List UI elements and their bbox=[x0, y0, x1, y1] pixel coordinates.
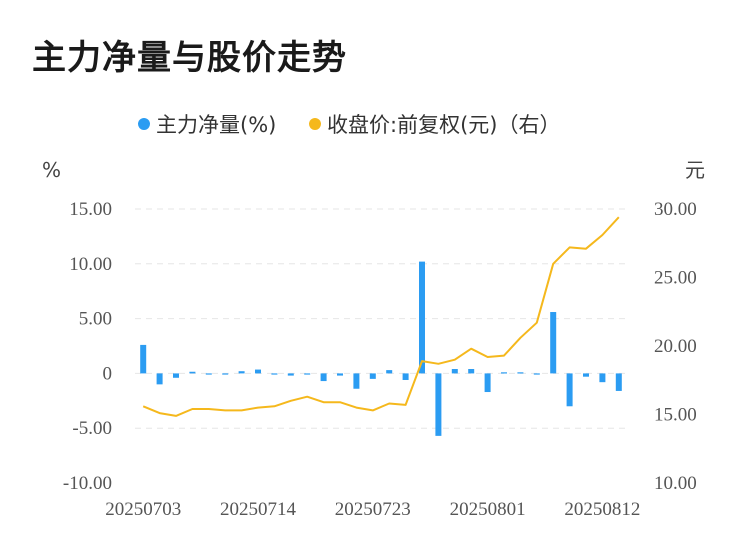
x-axis-tick-label: 20250714 bbox=[220, 499, 297, 520]
bar bbox=[517, 372, 524, 374]
x-axis: 20250703 20250714 20250723 20250801 20250812 bbox=[105, 499, 640, 520]
chart-title: 主力净量与股价走势 bbox=[32, 38, 347, 78]
bar bbox=[402, 373, 409, 380]
bar bbox=[205, 373, 212, 375]
bar bbox=[369, 373, 376, 379]
left-axis-unit: % bbox=[42, 158, 61, 182]
bar bbox=[255, 369, 261, 374]
gridlines bbox=[135, 208, 627, 429]
bar bbox=[468, 369, 475, 374]
left-axis-tick-label: -5.00 bbox=[72, 418, 112, 439]
x-axis-tick-label: 20250801 bbox=[450, 499, 526, 520]
bar bbox=[337, 373, 343, 376]
bar bbox=[320, 373, 327, 382]
bar bbox=[156, 373, 163, 385]
right-axis: 30.00 25.00 20.00 15.00 10.00 bbox=[654, 199, 697, 494]
bar bbox=[386, 370, 393, 374]
bar bbox=[271, 373, 278, 375]
legend-label-close-price: 收盘价:前复权(元)（右） bbox=[327, 113, 560, 137]
right-axis-tick-label: 15.00 bbox=[654, 405, 697, 426]
bar bbox=[566, 373, 573, 407]
line-series bbox=[142, 216, 620, 417]
bar bbox=[451, 369, 458, 374]
close-price-line bbox=[142, 216, 620, 417]
bar bbox=[419, 261, 425, 374]
x-axis-tick-label: 20250812 bbox=[564, 499, 640, 520]
right-axis-tick-label: 25.00 bbox=[654, 268, 697, 289]
legend: 主力净量(%) 收盘价:前复权(元)（右） bbox=[138, 113, 560, 137]
bar bbox=[583, 373, 589, 377]
bar bbox=[484, 373, 491, 393]
legend-label-net-volume: 主力净量(%) bbox=[156, 113, 276, 137]
bar-series bbox=[140, 261, 622, 436]
bar bbox=[353, 373, 360, 389]
legend-marker-net-volume bbox=[138, 118, 150, 130]
legend-marker-close-price bbox=[309, 118, 321, 130]
left-axis-tick-label: 5.00 bbox=[79, 309, 112, 330]
bar bbox=[435, 373, 442, 436]
bar bbox=[238, 371, 245, 374]
bar bbox=[599, 373, 606, 383]
left-axis-tick-label: 15.00 bbox=[69, 199, 112, 220]
right-axis-tick-label: 20.00 bbox=[654, 336, 697, 357]
x-axis-tick-label: 20250703 bbox=[105, 499, 181, 520]
right-axis-tick-label: 10.00 bbox=[654, 473, 697, 494]
bar bbox=[533, 373, 540, 375]
bar bbox=[173, 373, 179, 378]
bar bbox=[222, 373, 229, 375]
right-axis-unit: 元 bbox=[685, 158, 705, 182]
bar bbox=[189, 371, 196, 374]
bar bbox=[287, 373, 294, 376]
left-axis: 15.00 10.00 5.00 0 -5.00 -10.00 bbox=[63, 199, 112, 494]
bar bbox=[304, 373, 311, 375]
left-axis-tick-label: -10.00 bbox=[63, 473, 112, 494]
x-axis-tick-label: 20250723 bbox=[335, 499, 411, 520]
left-axis-tick-label: 0 bbox=[103, 363, 113, 384]
bar bbox=[140, 344, 147, 374]
bar bbox=[615, 373, 622, 391]
bar bbox=[501, 372, 507, 374]
left-axis-tick-label: 10.00 bbox=[69, 254, 112, 275]
right-axis-tick-label: 30.00 bbox=[654, 199, 697, 220]
bar bbox=[550, 312, 557, 374]
